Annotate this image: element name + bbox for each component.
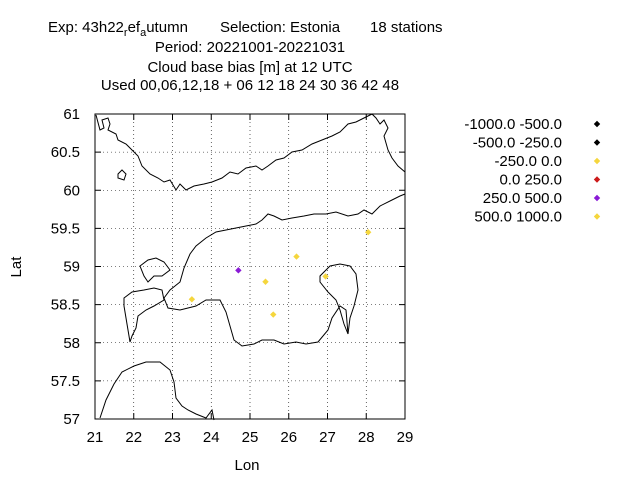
station-point <box>235 267 242 274</box>
legend-marker <box>593 157 601 165</box>
x-tick-label: 24 <box>203 429 220 446</box>
y-tick-label: 60.5 <box>51 144 80 161</box>
legend-marker <box>593 120 601 128</box>
legend-marker <box>593 176 601 183</box>
title-period: Period: 20221001-20221031 <box>155 39 345 56</box>
y-tick-label: 57 <box>63 411 80 428</box>
axis-ticks: 21 22 23 24 25 26 27 28 29 57 57.5 58 58.5 59 59.5 60 60… <box>51 106 414 446</box>
y-tick-label: 60 <box>63 182 80 199</box>
hiiumaa <box>139 257 171 283</box>
station-point <box>188 296 196 303</box>
x-tick-label: 25 <box>242 429 259 446</box>
station-point <box>262 278 269 285</box>
y-tick-label: 58 <box>63 335 80 352</box>
title-stations: 18 stations <box>370 19 443 36</box>
data-points <box>188 228 372 318</box>
y-tick-label: 59.5 <box>51 220 80 237</box>
lake-peipus <box>319 263 359 335</box>
saaremaa <box>123 287 165 343</box>
title-parameter: Cloud base bias [m] at 12 UTC <box>147 59 352 76</box>
x-tick-label: 28 <box>358 429 375 446</box>
legend-marker <box>593 139 601 146</box>
station-point <box>270 311 277 318</box>
title-used: Used 00,06,12,18 + 06 12 18 24 30 36 42 … <box>101 77 399 94</box>
title-exp: Exp: 43h22refautumn <box>48 19 188 39</box>
legend-marker <box>593 213 601 220</box>
station-point <box>322 273 329 280</box>
legend-label: 0.0 250.0 <box>499 172 562 189</box>
estonia-north-coast <box>163 193 406 299</box>
legend-label: 500.0 1000.0 <box>474 209 562 226</box>
station-point <box>364 228 372 236</box>
grid <box>95 114 405 419</box>
x-tick-label: 26 <box>280 429 297 446</box>
coastline <box>95 113 406 421</box>
y-tick-label: 58.5 <box>51 297 80 314</box>
x-tick-label: 21 <box>87 429 104 446</box>
x-tick-label: 23 <box>164 429 181 446</box>
legend-label: 250.0 500.0 <box>483 190 562 207</box>
x-tick-label: 29 <box>397 429 414 446</box>
islet <box>117 169 127 181</box>
x-tick-label: 27 <box>319 429 336 446</box>
station-point <box>293 253 300 260</box>
x-axis-label: Lon <box>234 457 259 474</box>
y-tick-label: 57.5 <box>51 373 80 390</box>
x-tick-label: 22 <box>125 429 142 446</box>
legend-label: -1000.0 -500.0 <box>464 116 562 133</box>
finland-coast <box>95 113 406 191</box>
latvia-coast <box>99 361 215 421</box>
legend-marker <box>593 194 601 202</box>
y-axis-label: Lat <box>8 256 25 278</box>
legend-label: -500.0 -250.0 <box>473 135 562 152</box>
estonia-west-coast <box>163 297 349 347</box>
y-tick-label: 61 <box>63 106 80 123</box>
y-tick-label: 59 <box>63 259 80 276</box>
legend: -1000.0 -500.0 -500.0 -250.0-250.0 0.0 0.0… <box>464 116 601 226</box>
legend-label: -250.0 0.0 <box>494 153 562 170</box>
title-selection: Selection: Estonia <box>220 19 341 36</box>
